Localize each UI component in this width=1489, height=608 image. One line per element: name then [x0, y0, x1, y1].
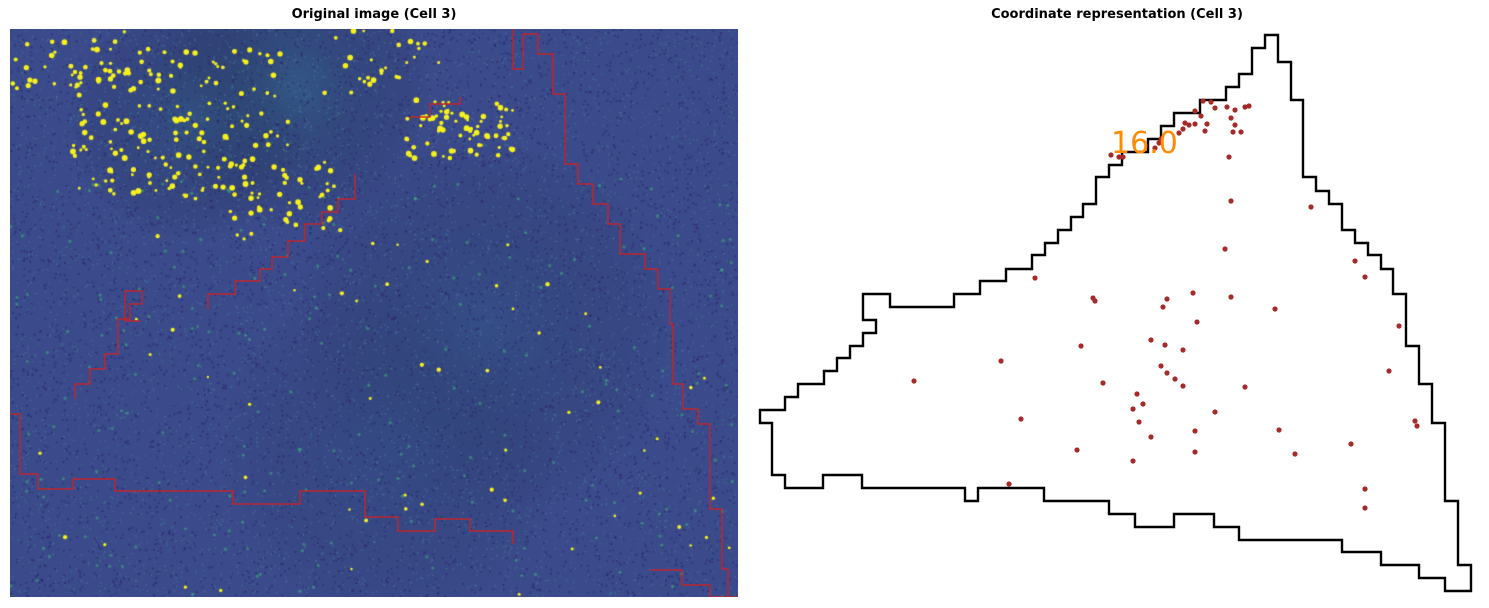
spot-point: [1148, 434, 1154, 440]
cell-mask-boundary: [512, 29, 729, 597]
spot-point: [1120, 154, 1126, 160]
spot-point: [1348, 441, 1354, 447]
right-panel-title: Coordinate representation (Cell 3): [991, 7, 1243, 22]
spot-points: [911, 98, 1420, 511]
spot-point: [1292, 451, 1298, 457]
coordinate-panel: 16.0: [755, 29, 1479, 597]
spot-point: [1162, 342, 1168, 348]
spot-point: [1308, 204, 1314, 210]
spot-point: [1180, 126, 1186, 132]
spot-point: [1172, 376, 1178, 382]
left-panel-title: Original image (Cell 3): [291, 7, 457, 22]
spot-point: [1190, 290, 1196, 296]
cell-mask-boundary-corner: [650, 569, 738, 597]
spot-point: [1116, 154, 1122, 160]
cell-mask-boundary-inner: [410, 97, 461, 118]
spot-point: [1152, 145, 1158, 151]
spot-point: [1242, 104, 1248, 110]
spot-point: [1130, 458, 1136, 464]
spot-point: [1228, 294, 1234, 300]
spot-point: [1130, 406, 1136, 412]
spot-point: [1032, 275, 1038, 281]
spot-point: [1232, 122, 1238, 128]
spot-point: [1212, 105, 1218, 111]
spot-point: [1238, 129, 1244, 135]
spot-point: [1204, 121, 1210, 127]
cell-label: 16.0: [1111, 126, 1178, 161]
spot-point: [1192, 108, 1198, 114]
spot-point: [1192, 428, 1198, 434]
spot-point: [1018, 416, 1024, 422]
spot-point: [1158, 136, 1164, 142]
spot-point: [1352, 258, 1358, 264]
spot-point: [1222, 246, 1228, 252]
spot-point: [1232, 107, 1238, 113]
spot-point: [1180, 383, 1186, 389]
spot-point: [1164, 370, 1170, 376]
spot-point: [1140, 401, 1146, 407]
spot-point: [1148, 337, 1154, 343]
spot-point: [1228, 198, 1234, 204]
spot-point: [1092, 298, 1098, 304]
spot-point: [998, 358, 1004, 364]
spot-point: [1362, 486, 1368, 492]
cell-outline: [758, 33, 1473, 593]
spot-point: [1386, 368, 1392, 374]
coordinate-plot: 16.0: [758, 33, 1473, 593]
spot-point: [1412, 418, 1418, 424]
spot-point: [1208, 99, 1214, 105]
spot-point: [1242, 384, 1248, 390]
spot-point: [1078, 343, 1084, 349]
spot-point: [1246, 103, 1252, 109]
spot-point: [1074, 447, 1080, 453]
spot-point: [1136, 419, 1142, 425]
spot-point: [1176, 130, 1182, 136]
spot-point: [1226, 154, 1232, 160]
spot-point: [1272, 306, 1278, 312]
spot-point: [1134, 391, 1140, 397]
spot-point: [1224, 104, 1230, 110]
spot-point: [1396, 323, 1402, 329]
spot-point: [1200, 98, 1206, 104]
spot-point: [1230, 129, 1236, 135]
spot-point: [1202, 128, 1208, 134]
cell-mask-boundary-lower: [10, 413, 514, 544]
spot-point: [1276, 427, 1282, 433]
spot-point: [1180, 347, 1186, 353]
spot-point: [1160, 304, 1166, 310]
spot-point: [1164, 296, 1170, 302]
cell-mask-boundary-mid: [207, 174, 356, 309]
spot-point: [1186, 122, 1192, 128]
spot-point: [1198, 113, 1204, 119]
spot-point: [1108, 152, 1114, 158]
spot-point: [911, 378, 917, 384]
cell-mask-overlay: [10, 29, 738, 597]
spot-point: [1192, 121, 1198, 127]
spot-point: [1362, 505, 1368, 511]
spot-point: [1158, 363, 1164, 369]
spot-point: [1414, 423, 1420, 429]
spot-point: [1100, 380, 1106, 386]
cell-mask-boundary-left: [74, 290, 143, 399]
spot-point: [1182, 120, 1188, 126]
original-image-panel: [10, 29, 738, 597]
spot-point: [1192, 449, 1198, 455]
spot-point: [1212, 409, 1218, 415]
spot-point: [1006, 481, 1012, 487]
spot-point: [1194, 319, 1200, 325]
spot-point: [1156, 140, 1162, 146]
fluorescence-image: [10, 29, 738, 597]
spot-point: [1362, 274, 1368, 280]
spot-point: [1228, 115, 1234, 121]
